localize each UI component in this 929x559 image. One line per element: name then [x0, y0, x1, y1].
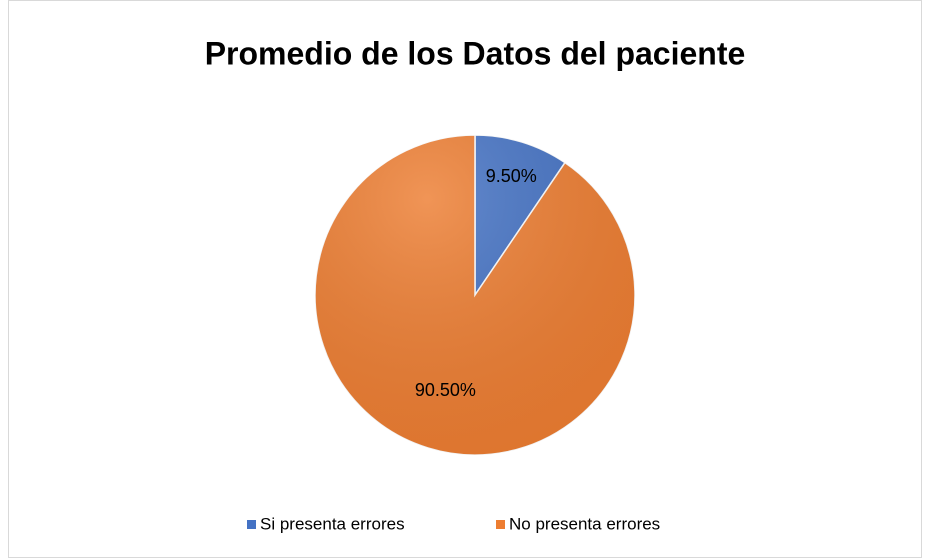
chart-title: Promedio de los Datos del paciente [205, 35, 746, 71]
legend-label: Si presenta errores [260, 514, 405, 533]
pie-slice [314, 134, 636, 456]
legend-label: No presenta errores [509, 514, 660, 533]
legend-swatch [496, 520, 505, 529]
legend-swatch [247, 520, 256, 529]
data-label: 9.50% [486, 166, 537, 186]
data-label: 90.50% [415, 380, 476, 400]
